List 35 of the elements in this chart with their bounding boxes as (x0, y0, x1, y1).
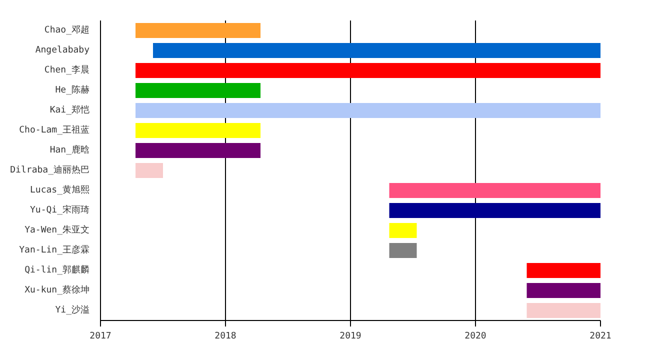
y-tick-label: Kai_郑恺 (50, 104, 90, 116)
bar (136, 123, 260, 138)
y-tick-label: Xu-kun_蔡徐坤 (24, 284, 90, 296)
y-tick-label: He_陈赫 (55, 84, 90, 96)
bar (136, 83, 260, 98)
x-tick-label: 2017 (90, 332, 112, 342)
y-tick-label: Yu-Qi_宋雨琦 (30, 204, 90, 216)
bar (136, 103, 600, 118)
y-tick-label: Qi-lin_郭麒麟 (24, 264, 90, 276)
bar (153, 43, 600, 58)
x-tick-label: 2020 (464, 332, 486, 342)
y-tick-label: Lucas_黄旭熙 (30, 184, 90, 196)
y-tick-label: Angelababy (35, 46, 90, 56)
x-tick-label: 2019 (340, 332, 362, 342)
y-tick-label: Yi_沙溢 (55, 304, 90, 316)
bar (526, 303, 600, 318)
y-tick-label: Yan-Lin_王彦霖 (19, 244, 90, 256)
bar (389, 243, 417, 258)
x-tick-label: 2021 (590, 332, 612, 342)
bar (389, 183, 600, 198)
bar (526, 283, 600, 298)
y-tick-label: Chao_邓超 (44, 24, 90, 36)
y-tick-label: Dilraba_迪丽热巴 (10, 164, 90, 176)
bar (136, 143, 260, 158)
bar (526, 263, 600, 278)
bar (136, 23, 260, 38)
x-tick-label: 2018 (214, 332, 236, 342)
y-tick-label: Ya-Wen_朱亚文 (24, 224, 90, 236)
y-tick-label: Cho-Lam_王祖蓝 (19, 124, 90, 136)
y-tick-label: Han_鹿晗 (50, 144, 90, 156)
y-tick-label: Chen_李晨 (44, 64, 90, 76)
bar (389, 223, 417, 238)
bar (136, 63, 600, 78)
bar (389, 203, 600, 218)
bar (136, 163, 163, 178)
